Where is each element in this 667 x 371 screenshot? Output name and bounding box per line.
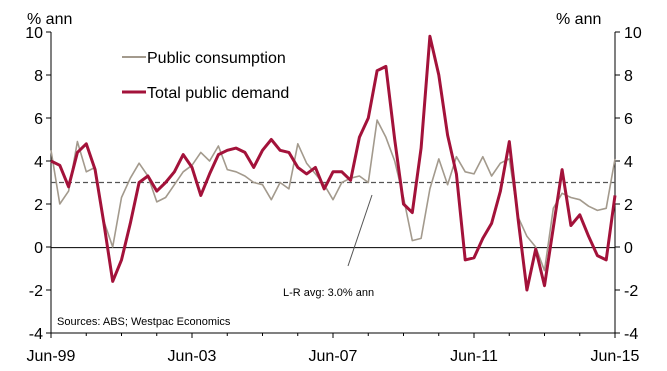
right-y-ticks: 10 8 6 4 2 0 -2 -4 [615,25,642,343]
series-layer [50,34,617,292]
x-tick-label: Jun-11 [450,348,498,365]
right-y-tick-label: 4 [624,154,633,171]
x-ticks: Jun-99 Jun-03 Jun-07 Jun-11 Jun-15 [27,333,640,365]
series-line-public-consumption [50,119,616,272]
left-y-tick-label: 8 [34,68,43,85]
legend-label-total-public-demand: Total public demand [147,85,289,102]
left-y-tick-label: 2 [34,197,43,214]
right-y-tick-label: 0 [624,240,633,257]
right-y-tick-label: 10 [624,25,642,42]
series-line-total-public-demand [50,34,617,292]
right-y-tick-label: 2 [624,197,633,214]
right-y-tick-label: 8 [624,68,633,85]
legend-label-public-consumption: Public consumption [147,50,286,67]
left-y-tick-label: -4 [29,326,43,343]
left-axis-unit: % ann [27,11,72,28]
right-y-tick-label: -2 [624,283,638,300]
source-note: Sources: ABS; Westpac Economics [57,316,231,328]
right-y-tick-label: 6 [624,111,633,128]
left-y-tick-label: 10 [25,25,43,42]
average-annotation: L-R avg: 3.0% ann [283,287,374,299]
left-y-tick-label: -2 [29,283,43,300]
legend: Public consumption Total public demand [122,50,289,102]
right-y-tick-label: -4 [624,326,638,343]
right-axis-unit: % ann [556,11,601,28]
x-tick-label: Jun-99 [27,348,76,365]
x-tick-label: Jun-15 [591,348,640,365]
annotation-pointer [347,194,373,267]
left-y-ticks: 10 8 6 4 2 0 -2 -4 [25,25,51,343]
left-y-tick-label: 0 [34,240,43,257]
x-tick-label: Jun-03 [168,348,217,365]
left-y-tick-label: 6 [34,111,43,128]
x-tick-label: Jun-07 [309,348,358,365]
left-y-tick-label: 4 [34,154,43,171]
